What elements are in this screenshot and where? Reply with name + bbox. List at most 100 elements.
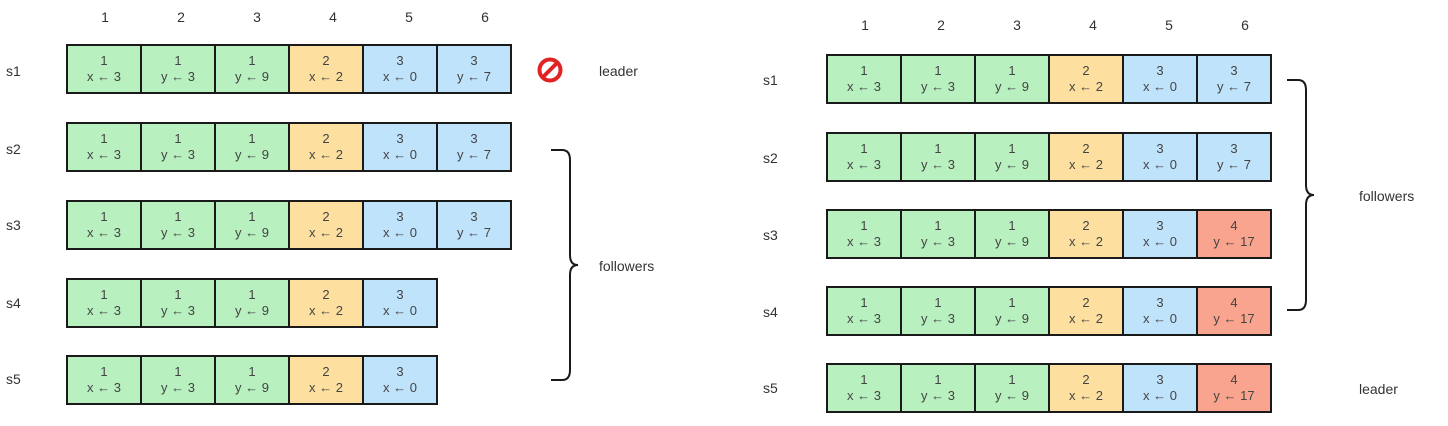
entry-term: 1 <box>100 53 108 68</box>
entry-term: 3 <box>396 287 404 302</box>
entry-command: y ← 7 <box>457 147 491 162</box>
entry-command: x ← 0 <box>383 147 417 162</box>
entry-command: y ← 3 <box>161 225 195 240</box>
followers-brace <box>551 149 579 381</box>
entry-command: y ← 3 <box>921 157 955 172</box>
entry-term: 1 <box>860 372 868 387</box>
entry-term: 2 <box>322 131 330 146</box>
entry-command: x ← 0 <box>1143 388 1177 403</box>
column-index: 2 <box>937 17 945 33</box>
entry-command: y ← 9 <box>995 234 1029 249</box>
entry-term: 4 <box>1230 372 1238 387</box>
entry-term: 1 <box>174 53 182 68</box>
entry-term: 1 <box>1008 141 1016 156</box>
entry-command: x ← 2 <box>1069 388 1103 403</box>
entry-command: x ← 3 <box>87 69 121 84</box>
entry-term: 1 <box>860 63 868 78</box>
entry-term: 1 <box>1008 218 1016 233</box>
entry-command: y ← 3 <box>921 79 955 94</box>
entry-term: 1 <box>934 372 942 387</box>
entry-term: 3 <box>1230 141 1238 156</box>
column-index: 4 <box>329 9 337 25</box>
entry-term: 1 <box>100 131 108 146</box>
entry-term: 2 <box>1082 141 1090 156</box>
entry-term: 1 <box>100 209 108 224</box>
entry-term: 2 <box>322 209 330 224</box>
entry-command: x ← 0 <box>383 303 417 318</box>
entry-term: 2 <box>1082 295 1090 310</box>
entry-term: 3 <box>1156 141 1164 156</box>
entry-command: y ← 9 <box>235 69 269 84</box>
server-label: s4 <box>763 304 778 320</box>
entry-term: 1 <box>1008 63 1016 78</box>
entry-term: 1 <box>1008 372 1016 387</box>
entry-command: x ← 2 <box>1069 79 1103 94</box>
entry-command: x ← 2 <box>309 69 343 84</box>
entry-command: x ← 2 <box>1069 234 1103 249</box>
entry-command: x ← 3 <box>87 225 121 240</box>
entry-command: y ← 9 <box>235 147 269 162</box>
entry-command: y ← 3 <box>921 311 955 326</box>
server-label: s1 <box>763 72 778 88</box>
followers-label: followers <box>1359 188 1415 204</box>
entry-command: y ← 3 <box>921 388 955 403</box>
column-index: 2 <box>177 9 185 25</box>
column-index: 5 <box>1165 17 1173 33</box>
entry-term: 2 <box>1082 218 1090 233</box>
entry-command: y ← 17 <box>1213 388 1255 403</box>
column-index: 1 <box>101 9 109 25</box>
entry-term: 3 <box>396 364 404 379</box>
entry-command: y ← 9 <box>995 79 1029 94</box>
column-index: 6 <box>481 9 489 25</box>
column-index: 6 <box>1241 17 1249 33</box>
entry-command: y ← 3 <box>921 234 955 249</box>
column-index: 4 <box>1089 17 1097 33</box>
entry-term: 3 <box>1156 63 1164 78</box>
entry-command: x ← 2 <box>309 147 343 162</box>
entry-command: y ← 7 <box>1217 79 1251 94</box>
entry-term: 1 <box>860 141 868 156</box>
entry-command: x ← 3 <box>847 388 881 403</box>
entry-command: y ← 9 <box>995 388 1029 403</box>
entry-command: x ← 0 <box>383 225 417 240</box>
entry-term: 1 <box>248 53 256 68</box>
entry-command: x ← 3 <box>847 157 881 172</box>
entry-command: y ← 3 <box>161 147 195 162</box>
entry-command: y ← 3 <box>161 303 195 318</box>
